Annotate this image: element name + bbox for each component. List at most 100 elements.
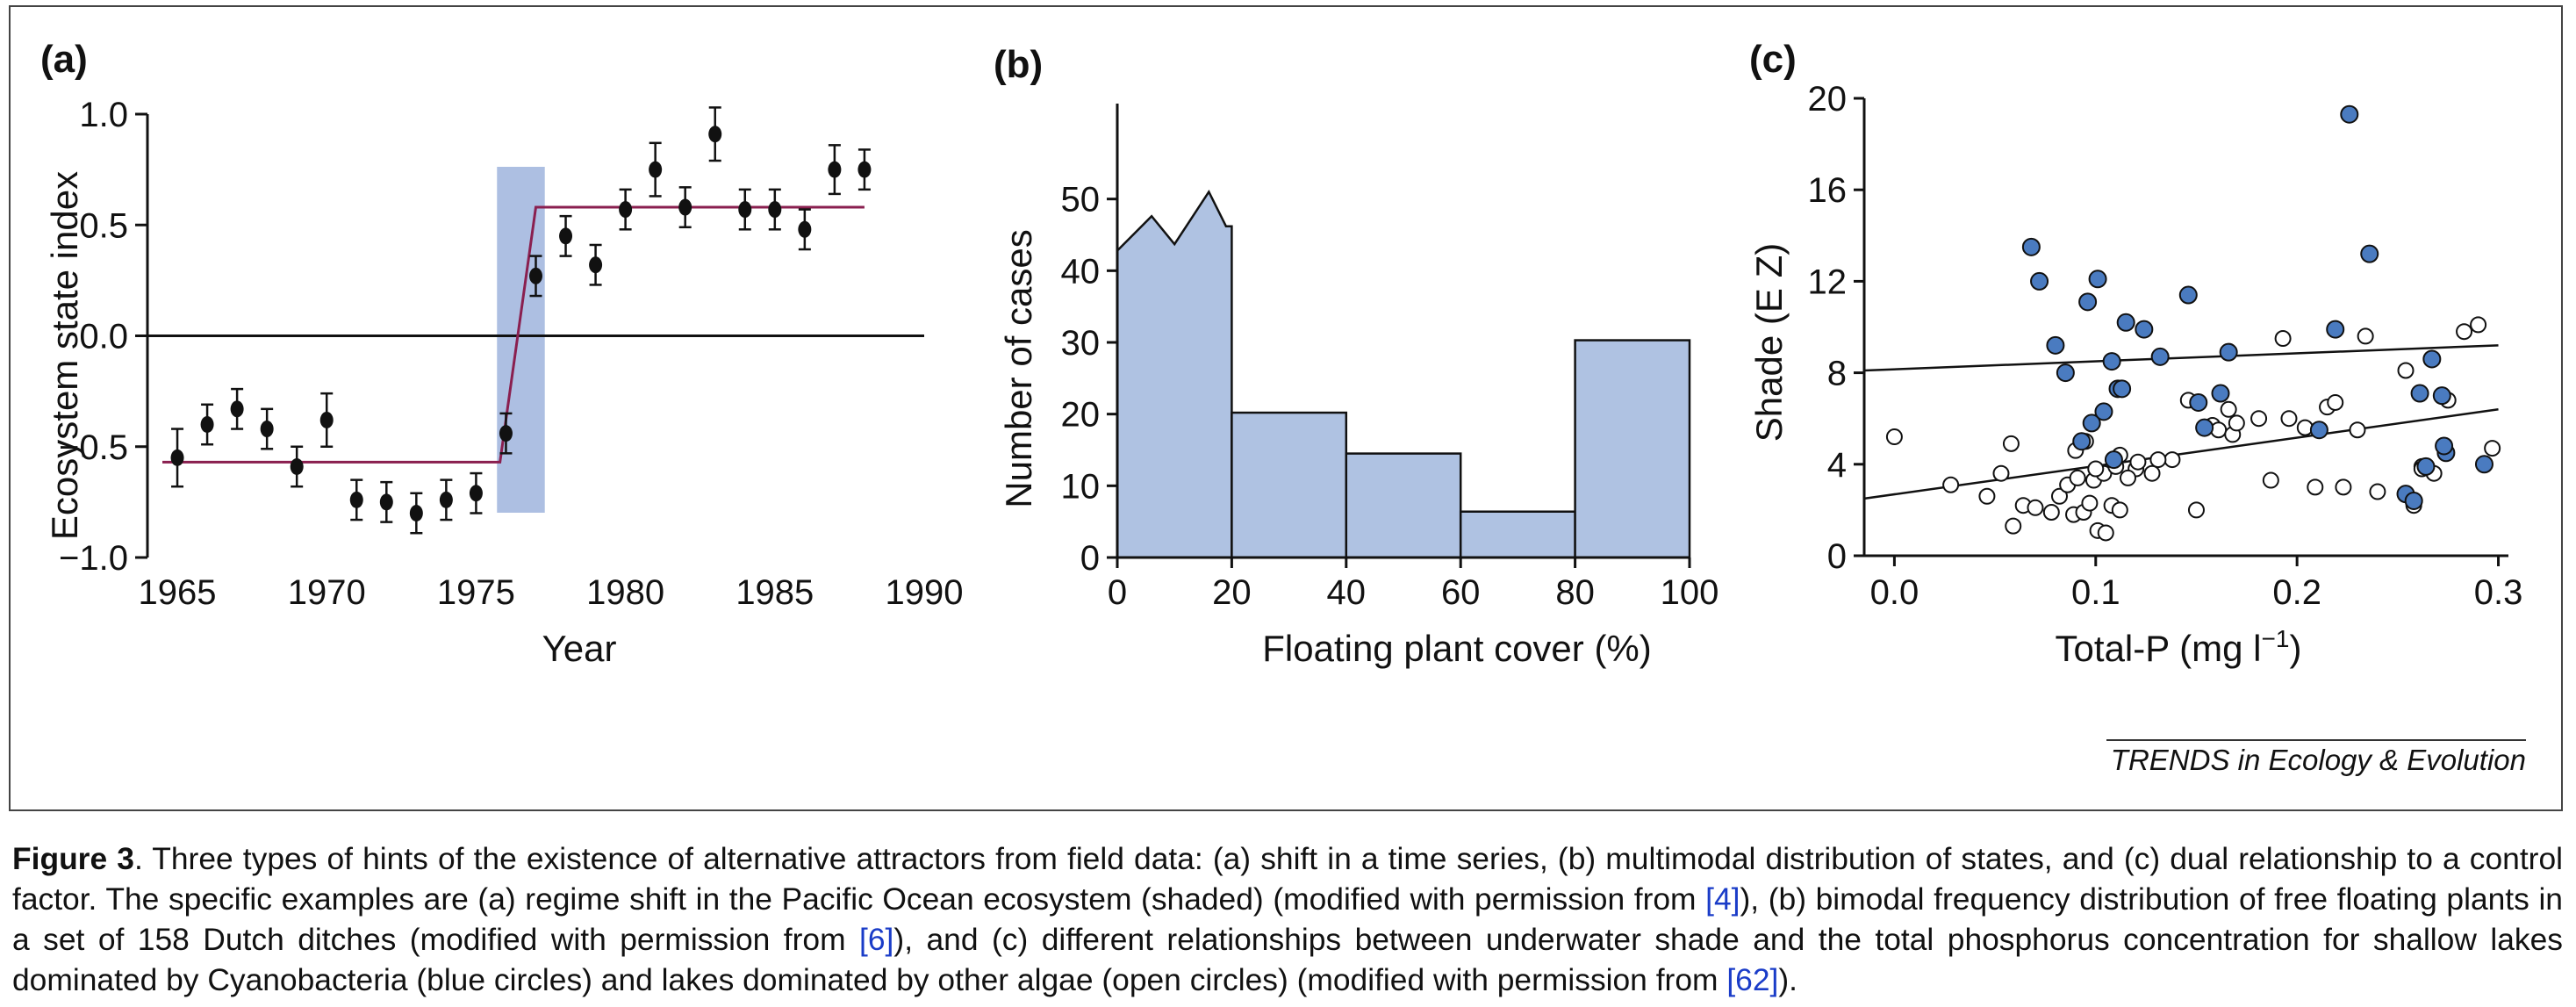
c-regression-line	[1863, 344, 2499, 372]
a-data-point	[469, 485, 483, 502]
b-histogram-bar	[1116, 189, 1233, 559]
c-point-other-algae	[2484, 440, 2501, 457]
panel-c-xlabel: Total-P (mg l−1)	[2056, 625, 2302, 669]
a-x-tick-label: 1975	[437, 573, 515, 612]
c-point-cyanobacteria	[2030, 271, 2049, 291]
a-data-point	[499, 425, 513, 442]
b-y-tick-label: 0	[1080, 539, 1100, 578]
a-x-tick-label: 1970	[288, 573, 366, 612]
c-point-cyanobacteria	[2082, 414, 2101, 433]
a-data-point	[529, 267, 542, 284]
panel-a-time-series: (a) Ecosystem state index Year −1.0 −0.5 0…	[40, 38, 963, 669]
c-point-other-algae	[2027, 499, 2044, 516]
source-credit: TRENDS in Ecology & Evolution	[2111, 744, 2526, 776]
c-point-other-algae	[2005, 517, 2022, 535]
caption-text-4: ).	[1778, 962, 1797, 997]
c-point-cyanobacteria	[2113, 379, 2132, 399]
figure-frame	[9, 5, 2563, 811]
c-y-tick-label: 20	[1808, 80, 1848, 119]
b-y-tick-label: 50	[1061, 181, 1101, 219]
a-data-point	[798, 220, 812, 238]
a-data-point	[319, 411, 334, 428]
a-data-point	[768, 201, 782, 219]
c-point-cyanobacteria	[2021, 237, 2041, 256]
c-point-cyanobacteria	[2135, 320, 2154, 339]
c-point-cyanobacteria	[2072, 432, 2092, 451]
panel-c-plot-area: 0 4 8 12 16 20 0.0 0.1 0.2 0.3	[1808, 80, 2523, 612]
c-point-other-algae	[2307, 478, 2324, 496]
c-point-other-algae	[2119, 469, 2136, 486]
c-point-other-algae	[2349, 421, 2366, 439]
c-point-cyanobacteria	[2340, 104, 2359, 124]
c-point-other-algae	[2335, 478, 2352, 496]
panel-b-ylabel: Number of cases	[998, 229, 1039, 507]
a-data-point	[708, 126, 722, 143]
a-data-point	[230, 400, 244, 418]
c-point-other-algae	[2149, 451, 2167, 469]
c-x-tick-label: 0.2	[2272, 573, 2321, 612]
c-point-cyanobacteria	[2474, 455, 2493, 474]
panel-c-scatter: (c) Shade (E Z) Total-P (mg l−1) 0 4 8 12 16…	[1748, 38, 2522, 669]
c-point-cyanobacteria	[2189, 392, 2208, 412]
caption-text-2: ), (b) bimodal frequency distribution of…	[12, 881, 2563, 957]
caption-ref-6[interactable]: [6]	[859, 922, 894, 957]
c-y-tick-label: 4	[1827, 446, 1847, 485]
c-point-other-algae	[2456, 323, 2473, 341]
c-point-other-algae	[2069, 469, 2086, 486]
a-y-tick-label: 0.0	[79, 318, 128, 356]
panel-a-plot-area: −1.0 −0.5 0.0 0.5 1.0 1965 1970 1975 1980 1985 199…	[59, 96, 963, 612]
b-x-tick-label: 80	[1555, 573, 1595, 612]
c-regression-line	[1863, 408, 2499, 500]
c-point-other-algae	[2220, 400, 2237, 418]
panel-a-label: (a)	[40, 38, 88, 81]
c-point-cyanobacteria	[2178, 285, 2198, 305]
caption-text-1: . Three types of hints of the existence …	[12, 841, 2563, 917]
c-point-cyanobacteria	[2432, 386, 2451, 406]
panel-b-histogram: (b) Number of cases Floating plant cover…	[994, 43, 1719, 669]
a-x-tick-label: 1965	[139, 573, 217, 612]
c-point-other-algae	[2228, 414, 2245, 432]
c-point-cyanobacteria	[2360, 244, 2379, 263]
b-histogram-bar	[1231, 411, 1348, 559]
c-point-cyanobacteria	[2422, 349, 2442, 369]
b-y-tick-label: 40	[1061, 252, 1101, 291]
b-histogram-bar	[1459, 510, 1576, 559]
c-point-cyanobacteria	[2102, 352, 2121, 371]
c-point-other-algae	[2357, 327, 2374, 345]
c-point-other-algae	[2163, 451, 2181, 469]
c-point-other-algae	[2111, 501, 2128, 519]
a-data-point	[678, 198, 692, 216]
caption-ref-62[interactable]: [62]	[1726, 962, 1779, 997]
c-point-other-algae	[2470, 316, 2487, 334]
c-point-cyanobacteria	[2104, 450, 2123, 470]
a-data-point	[379, 493, 393, 511]
c-point-cyanobacteria	[2326, 320, 2345, 339]
b-x-tick-label: 0	[1108, 573, 1127, 612]
c-point-other-algae	[2129, 453, 2147, 471]
a-data-point	[170, 449, 184, 466]
c-y-tick-label: 0	[1827, 537, 1847, 576]
c-point-cyanobacteria	[2150, 347, 2170, 366]
figure-charts: (a) Ecosystem state index Year −1.0 −0.5 0…	[40, 38, 2526, 776]
c-y-tick-label: 8	[1827, 355, 1847, 393]
c-point-cyanobacteria	[2309, 421, 2328, 440]
c-point-cyanobacteria	[2416, 457, 2436, 476]
c-point-other-algae	[2280, 410, 2298, 428]
c-point-other-algae	[2327, 393, 2344, 411]
panel-c-label: (c)	[1749, 38, 1797, 81]
panel-a-xlabel: Year	[542, 628, 617, 669]
c-point-other-algae	[2002, 435, 2020, 452]
c-point-other-algae	[1992, 464, 2010, 482]
c-point-cyanobacteria	[2046, 335, 2065, 355]
a-step-fit-line	[162, 205, 865, 464]
a-x-tick-label: 1985	[735, 573, 814, 612]
a-data-point	[439, 491, 453, 508]
c-point-other-algae	[2081, 494, 2099, 512]
a-data-point	[260, 421, 274, 438]
caption-ref-4[interactable]: [4]	[1705, 881, 1740, 917]
c-point-other-algae	[2250, 410, 2268, 428]
c-point-cyanobacteria	[2088, 270, 2107, 289]
a-data-point	[619, 201, 633, 219]
c-point-cyanobacteria	[2094, 402, 2113, 421]
b-x-tick-label: 40	[1327, 573, 1367, 612]
